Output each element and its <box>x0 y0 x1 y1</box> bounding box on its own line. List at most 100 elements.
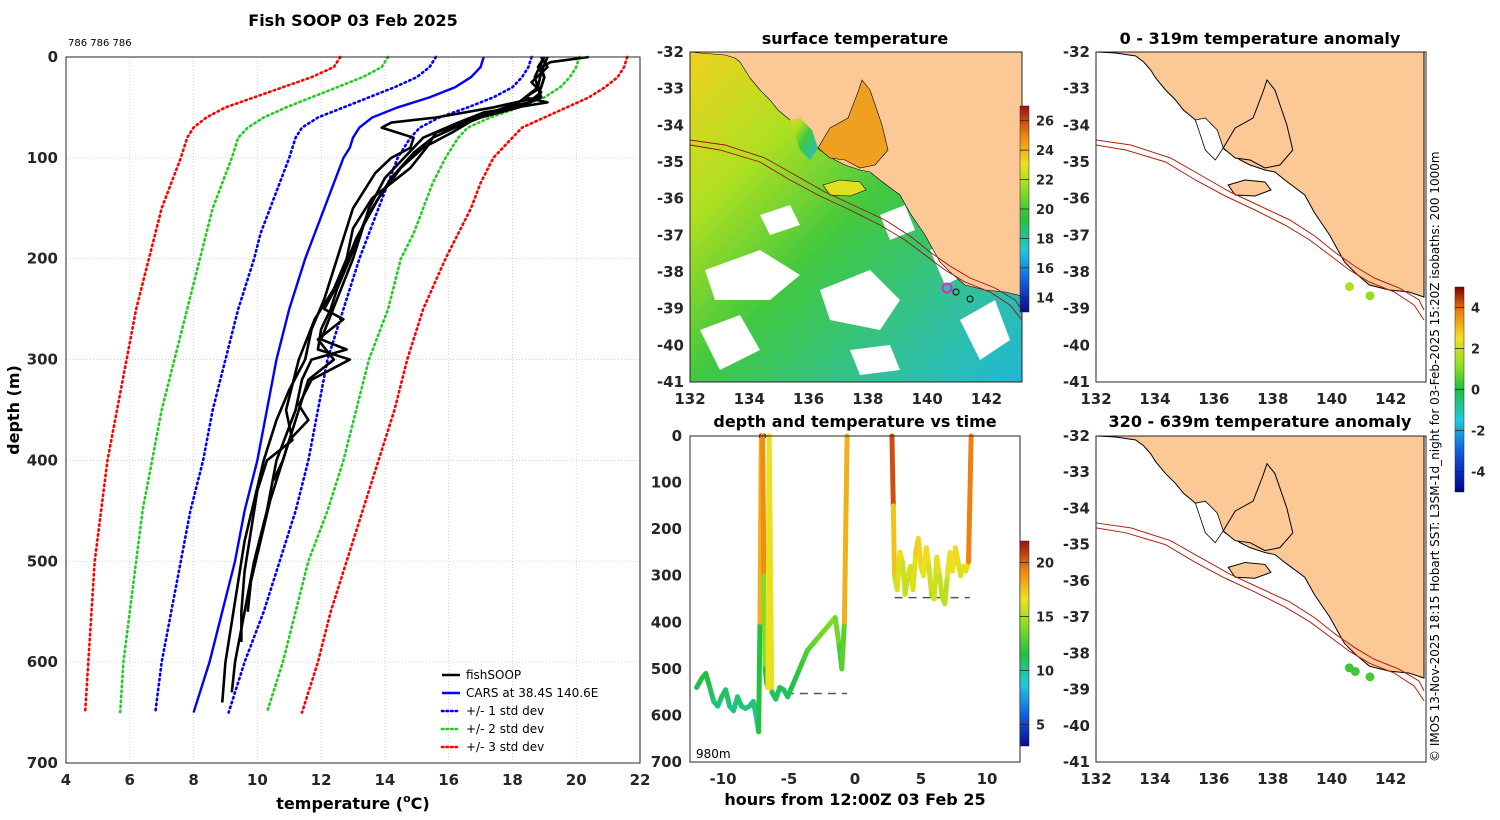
anomaly-top-ytick-label: -41 <box>1063 373 1090 391</box>
profile-xtick-label: 16 <box>438 771 459 789</box>
anomaly-bottom-ytick-label: -40 <box>1063 717 1090 735</box>
credit-text: © IMOS 13-Nov-2025 18:15 Hobart SST: L3S… <box>1428 151 1442 762</box>
anomaly-top-ytick-label: -32 <box>1063 43 1090 61</box>
anomaly-top-island <box>1227 179 1272 197</box>
anomaly-bottom-xtick-label: 138 <box>1257 770 1288 788</box>
anomaly-bottom-ytick-label: -38 <box>1063 644 1090 662</box>
time-track-segment <box>761 573 768 672</box>
sst-cast-position <box>952 288 960 296</box>
time-track-segment <box>923 545 932 569</box>
anomaly-top-title: 0 - 319m temperature anomaly <box>1120 29 1401 48</box>
time-xtick-label: -10 <box>709 770 736 788</box>
profile-ylabel: depth (m) <box>4 365 23 455</box>
anomaly-top-isobath-200 <box>1095 144 1425 321</box>
sst-ytick-label: -36 <box>657 190 684 208</box>
profile-axes-frame <box>65 56 641 764</box>
profile-xtick-label: 18 <box>502 771 523 789</box>
time-track-segment <box>934 554 942 579</box>
anomaly-top-gulf <box>1194 117 1224 161</box>
time-ytick-label: 0 <box>672 427 682 445</box>
sst-ytick-label: -38 <box>657 263 684 281</box>
colorbar-tick-label: 5 <box>1036 718 1045 733</box>
anomaly-bottom-island <box>1227 561 1272 579</box>
anomaly-bottom-xtick-label: 132 <box>1080 770 1111 788</box>
profile-xtick-label: 14 <box>374 771 395 789</box>
anomaly-top-ytick-label: -33 <box>1063 80 1090 98</box>
time-ytick-label: 600 <box>651 706 682 724</box>
anomaly-bottom-xtick-label: 136 <box>1198 770 1229 788</box>
anomaly-bottom-ytick-label: -39 <box>1063 681 1090 699</box>
colorbar-tick-label: 15 <box>1036 611 1054 626</box>
anomaly-top-peninsula <box>1222 78 1294 169</box>
anomaly-bottom-panel: 320 - 639m temperature anomaly -32 -33 -34… <box>1063 412 1427 788</box>
colorbar-tick-label: 14 <box>1036 291 1054 306</box>
profile-xtick-label: 8 <box>188 771 198 789</box>
time-annotation: 980m <box>696 747 731 761</box>
time-track-segment <box>841 433 850 625</box>
sst-xtick-label: 132 <box>674 390 705 408</box>
profile-xlabel-tail: C) <box>411 794 430 813</box>
anomaly-top-coastline <box>1095 51 1425 321</box>
colorbar-tick-label: 4 <box>1471 302 1480 317</box>
anomaly-top-anomaly-point <box>1344 282 1354 292</box>
profile-fishsoop-cast <box>272 56 546 482</box>
time-xtick-label: 10 <box>977 770 998 788</box>
time-track-segment <box>942 573 950 607</box>
sst-ytick-label: -39 <box>657 300 684 318</box>
sst-map-panel: surface temperature -32-33-34-35-36-37-3… <box>657 29 1054 408</box>
time-ytick-label: 300 <box>651 567 682 585</box>
sst-ytick-label: -41 <box>657 373 684 391</box>
profile-ytick-label: 100 <box>27 149 58 167</box>
sst-ytick-label: -32 <box>657 43 684 61</box>
profile-title: Fish SOOP 03 Feb 2025 <box>248 11 457 30</box>
profile-panel: Fish SOOP 03 Feb 2025 786 786 786 4 6 8 10 1… <box>4 11 650 813</box>
profile-ytick-label: 200 <box>27 250 58 268</box>
sst-ytick-label: -40 <box>657 336 684 354</box>
anomaly-top-isobath-1000 <box>1095 139 1425 311</box>
anomaly-top-xtick-label: 138 <box>1257 390 1288 408</box>
time-track-segment <box>839 619 847 672</box>
profile-ytick-label: 600 <box>27 653 58 671</box>
colorbar-tick-label: 20 <box>1036 203 1054 218</box>
profile-xtick-label: 20 <box>566 771 587 789</box>
time-track-segment <box>936 573 945 600</box>
profile-fishsoop-cast <box>230 56 549 693</box>
time-track-segment <box>723 687 733 709</box>
time-title: depth and temperature vs time <box>713 412 996 431</box>
anomaly-bottom-coastline <box>1095 435 1425 702</box>
profile-series--3-std <box>83 55 342 714</box>
time-xtick-label: 5 <box>916 770 926 788</box>
colorbar-tick-label: 10 <box>1036 664 1054 679</box>
profile-ytick-label: 300 <box>27 351 58 369</box>
time-colorbar-ticks: 5 10 15 20 <box>1020 557 1054 733</box>
time-track-segment <box>915 535 924 569</box>
anomaly-bottom-isobath-1000 <box>1095 522 1425 692</box>
profile-xtick-label: 10 <box>247 771 268 789</box>
time-track-segment <box>760 433 767 579</box>
anomaly-top-xtick-label: 136 <box>1198 390 1229 408</box>
anomaly-bottom-title: 320 - 639m temperature anomaly <box>1109 412 1412 431</box>
anomaly-top-ytick-label: -38 <box>1063 263 1090 281</box>
sst-ytick-label: -35 <box>657 153 684 171</box>
profile-fishsoop-cast <box>246 56 549 612</box>
time-xlabel: hours from 12:00Z 03 Feb 25 <box>724 790 985 809</box>
colorbar-tick-label: 18 <box>1036 232 1054 247</box>
time-ytick-label: 200 <box>651 520 682 538</box>
anomaly-top-axes-frame <box>1095 51 1427 383</box>
anomaly-bottom-anomaly-point <box>1365 672 1375 682</box>
anomaly-bottom-ytick-label: -34 <box>1063 499 1090 517</box>
profile-series--2-std <box>265 55 581 714</box>
time-track-segment <box>890 503 898 579</box>
sst-xtick-label: 142 <box>971 390 1002 408</box>
sst-xtick-label: 138 <box>852 390 883 408</box>
time-colorbar <box>1019 540 1030 747</box>
legend-label: +/- 3 std dev <box>466 740 544 754</box>
anomaly-top-xtick-label: 140 <box>1316 390 1347 408</box>
sst-xtick-label: 134 <box>734 390 765 408</box>
time-track-segment <box>910 549 919 593</box>
anomaly-top-ytick-label: -40 <box>1063 336 1090 354</box>
anomaly-bottom-anomaly-point <box>1350 666 1360 676</box>
anomaly-bottom-ytick-label: -37 <box>1063 608 1090 626</box>
